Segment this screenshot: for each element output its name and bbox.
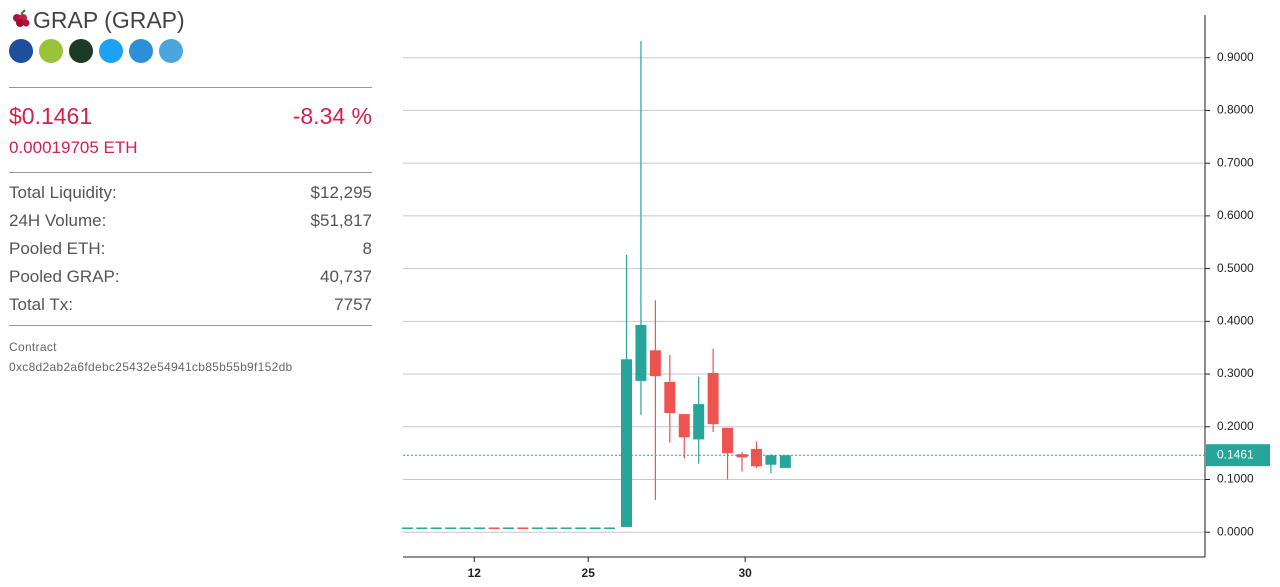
y-tick-label: 0.1000 — [1217, 472, 1254, 486]
y-tick-label: 0.9000 — [1217, 50, 1254, 64]
link-icon[interactable] — [99, 39, 123, 63]
y-tick-label: 0.3000 — [1217, 366, 1254, 380]
stat-value: $12,295 — [310, 183, 372, 202]
candle-body — [531, 527, 543, 529]
link-icons — [9, 39, 372, 65]
stat-row: Total Liquidity: $12,295 — [9, 179, 372, 207]
y-tick-label: 0.2000 — [1217, 419, 1254, 433]
candle-body — [488, 527, 500, 529]
candle-body — [779, 455, 791, 468]
candle-body — [445, 527, 457, 529]
contract-label: Contract — [9, 340, 57, 354]
token-title: GRAP (GRAP) — [33, 6, 185, 33]
price-change: -8.34 % — [292, 103, 372, 129]
link-icon[interactable] — [9, 39, 33, 63]
candle-body — [401, 527, 413, 529]
candle-body — [750, 448, 762, 467]
last-price-label: 0.1461 — [1217, 447, 1254, 461]
candle-body — [502, 527, 514, 529]
link-icon[interactable] — [159, 39, 183, 63]
candle-body — [693, 404, 705, 440]
candle-body — [722, 427, 734, 454]
candle-body — [604, 527, 616, 529]
y-tick-label: 0.4000 — [1217, 313, 1254, 327]
candle-body — [575, 527, 587, 529]
token-panel: GRAP (GRAP) $0.1461 -8.34 % 0.00019705 E… — [9, 0, 372, 374]
token-header: GRAP (GRAP) — [9, 5, 372, 35]
x-tick-label: 25 — [582, 566, 596, 580]
stat-label: Pooled ETH: — [9, 239, 106, 258]
stat-value: 8 — [362, 239, 372, 258]
divider — [9, 172, 372, 173]
stat-row: 24H Volume: $51,817 — [9, 207, 372, 235]
stat-label: 24H Volume: — [9, 211, 107, 230]
link-icon[interactable] — [69, 39, 93, 63]
contract-address[interactable]: 0xc8d2ab2a6fdebc25432e54941cb85b55b9f152… — [9, 360, 293, 374]
stat-row: Pooled ETH: 8 — [9, 235, 372, 263]
candle-body — [546, 527, 558, 529]
last-price-box — [1206, 444, 1270, 467]
candle-body — [560, 527, 572, 529]
stat-row: Total Tx: 7757 — [9, 291, 372, 319]
candle-body — [620, 359, 632, 527]
y-tick-label: 0.0000 — [1217, 524, 1254, 538]
candle-body — [416, 527, 428, 529]
price-eth: 0.00019705 ETH — [9, 138, 138, 157]
candle-body — [517, 527, 529, 529]
y-tick-label: 0.6000 — [1217, 208, 1254, 222]
x-tick-label: 12 — [468, 566, 482, 580]
price-usd: $0.1461 — [9, 103, 93, 129]
candle-body — [589, 527, 601, 529]
y-tick-label: 0.8000 — [1217, 103, 1254, 117]
stat-label: Pooled GRAP: — [9, 267, 120, 286]
candle-body — [459, 527, 471, 529]
stat-label: Total Liquidity: — [9, 183, 117, 202]
candle-body — [707, 372, 719, 425]
divider — [9, 325, 372, 326]
candle-body — [765, 455, 777, 465]
token-icon — [13, 9, 30, 27]
candle-body — [649, 350, 661, 377]
stats: Total Liquidity: $12,295 24H Volume: $51,81… — [9, 179, 372, 319]
divider — [9, 87, 372, 88]
link-icon[interactable] — [129, 39, 153, 63]
x-tick-label: 30 — [738, 566, 752, 580]
candle-body — [678, 414, 690, 438]
stat-value: 40,737 — [320, 267, 372, 286]
stat-value: $51,817 — [310, 211, 372, 230]
y-tick-label: 0.7000 — [1217, 155, 1254, 169]
candle-body — [664, 381, 676, 414]
stat-value: 7757 — [334, 295, 372, 314]
stat-label: Total Tx: — [9, 295, 73, 314]
candle-body — [430, 527, 442, 529]
y-tick-label: 0.5000 — [1217, 261, 1254, 275]
link-icon[interactable] — [39, 39, 63, 63]
stat-row: Pooled GRAP: 40,737 — [9, 263, 372, 291]
candle-body — [474, 527, 486, 529]
candle-body — [635, 325, 647, 381]
candle-body — [736, 454, 748, 458]
price-row: $0.1461 -8.34 % — [9, 103, 372, 130]
